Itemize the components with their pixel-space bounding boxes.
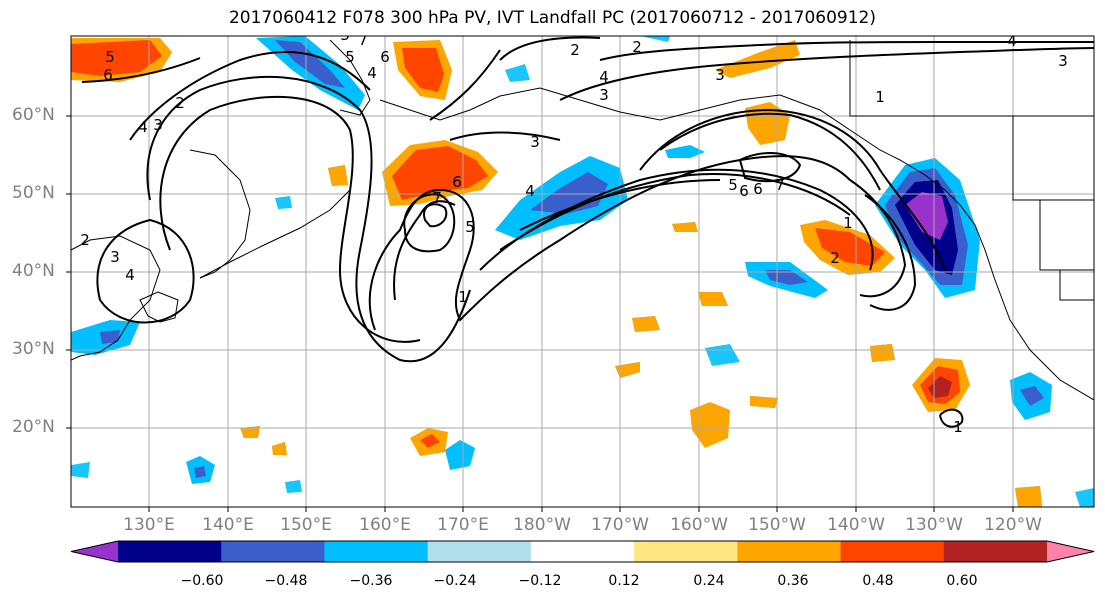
contour-label: 3: [340, 26, 350, 44]
lon-label: 130°E: [123, 515, 175, 535]
colorbar-extend-min: [71, 541, 118, 562]
contour-label: 2: [570, 41, 580, 59]
positive-anomaly-south-1-core: [420, 434, 440, 448]
shaded-anomalies: [71, 36, 1094, 507]
contour-label: 3: [1058, 52, 1068, 70]
negative-anomaly-south-2: [445, 440, 475, 470]
contour-label: 4: [1007, 32, 1017, 50]
lon-label: 150°E: [280, 515, 332, 535]
colorbar-extend-max: [1047, 541, 1094, 562]
negative-anomaly-taiwan-core: [100, 330, 120, 344]
colorbar-tick-label: 0.48: [862, 573, 894, 589]
contour-label: 7: [432, 189, 442, 207]
contour-label: 3: [715, 66, 725, 84]
contour-label: 2: [830, 249, 840, 267]
positive-anomaly-midpacific-core: [392, 146, 488, 200]
contour-label: 4: [367, 64, 377, 82]
contour-label: 2: [632, 38, 642, 56]
colorbar-tick-label: −0.12: [518, 573, 562, 589]
colorbar-swatch: [943, 541, 1048, 562]
contour-label: 5: [345, 48, 355, 66]
contour-label: 6: [103, 66, 113, 84]
lon-label: 170°E: [437, 515, 489, 535]
colorbar-tick-label: 0.36: [777, 573, 809, 589]
lon-label: 160°E: [359, 515, 411, 535]
negative-anomaly-jet-core-inner: [530, 172, 608, 214]
contour-label: 3: [110, 248, 120, 266]
colorbar-swatch: [634, 541, 738, 562]
contour-labels: 5 6 4 3 2 1 7 6 5 4 3 2 3 2 3 4 6 7 5 4 …: [80, 26, 1068, 436]
contour-label: 7: [358, 31, 368, 49]
colorbar-swatch: [221, 541, 325, 562]
negative-anomaly-coastal-core: [905, 192, 948, 240]
contour-label: 3: [530, 133, 540, 151]
lat-label: 30°N: [12, 339, 55, 359]
contour-label: 1: [458, 288, 468, 306]
colorbar-swatch: [118, 541, 222, 562]
colorbar-tick-label: −0.48: [264, 573, 308, 589]
contour-label: 7: [775, 176, 785, 194]
contour-label: 6: [739, 182, 749, 200]
colorbar-tick-label: −0.24: [433, 573, 477, 589]
lon-label: 170°W: [591, 515, 649, 535]
contour-label: 6: [753, 180, 763, 198]
colorbar-tick-label: 0.12: [608, 573, 640, 589]
negative-anomaly-east-pac-core: [765, 270, 808, 285]
positive-anomaly-bering-west-core: [402, 48, 444, 92]
lat-label: 50°N: [12, 183, 55, 203]
contour-label: 5: [728, 176, 738, 194]
negative-anomaly-sw-core: [194, 466, 206, 478]
contour-label: 4: [599, 68, 609, 86]
contour-label: 5: [105, 48, 115, 66]
colorbar-tick-label: −0.36: [349, 573, 393, 589]
lat-label: 20°N: [12, 417, 55, 437]
colorbar-swatch: [324, 541, 429, 562]
positive-anomaly-alaska: [715, 40, 800, 78]
graticule: [71, 36, 1094, 507]
contour-label: 6: [380, 48, 390, 66]
colorbar-outline: [70, 540, 1095, 563]
coastlines: [71, 39, 1094, 401]
contour-label: 4: [125, 266, 135, 284]
lon-label: 130°W: [905, 515, 963, 535]
lat-label: 60°N: [12, 105, 55, 125]
colorbar-tick-label: −0.60: [180, 573, 224, 589]
contour-label: 1: [875, 88, 885, 106]
colorbar-tick-label: 0.24: [693, 573, 725, 589]
map-title: 2017060412 F078 300 hPa PV, IVT Landfall…: [228, 8, 876, 28]
colorbar-swatch: [427, 541, 532, 562]
positive-anomaly-alaska-small: [745, 102, 790, 145]
positive-anomaly-hawaii: [690, 402, 730, 448]
contour-label: 4: [138, 118, 148, 136]
positive-anomaly-nw-core: [71, 40, 162, 76]
pv-contours: [81, 36, 1094, 428]
lat-label: 40°N: [12, 261, 55, 281]
colorbar-swatch: [737, 541, 842, 562]
contour-label: 5: [465, 218, 475, 236]
lon-label: 160°W: [670, 515, 728, 535]
colorbar: [70, 540, 1095, 563]
lon-label: 140°E: [202, 515, 254, 535]
contour-label: 3: [599, 86, 609, 104]
tick-marks: [66, 115, 1014, 512]
contour-label: 3: [153, 116, 163, 134]
contour-label: 1: [843, 214, 853, 232]
contour-label: 4: [525, 182, 535, 200]
contour-label: 2: [175, 94, 185, 112]
contour-label: 1: [953, 418, 963, 436]
colorbar-swatch: [530, 541, 635, 562]
negative-anomaly-southeast-core: [1020, 386, 1044, 406]
colorbar-tick-label: 0.60: [946, 573, 978, 589]
colorbar-swatch: [840, 541, 945, 562]
contour-label: 2: [80, 231, 90, 249]
contour-label: 6: [452, 173, 462, 191]
lon-label: 120°W: [984, 515, 1042, 535]
lon-label: 150°W: [748, 515, 806, 535]
positive-anomaly-gulf-core: [815, 228, 885, 266]
negative-anomaly-aleutian: [665, 145, 705, 158]
lon-label: 140°W: [827, 515, 885, 535]
lon-label: 180°W: [513, 515, 571, 535]
